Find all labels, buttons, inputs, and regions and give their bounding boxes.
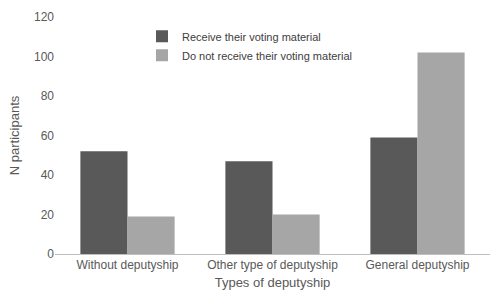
svg-text:N participants: N participants	[7, 95, 22, 175]
svg-text:80: 80	[41, 89, 55, 103]
svg-text:40: 40	[41, 168, 55, 182]
svg-text:Other type of deputyship: Other type of deputyship	[207, 258, 338, 272]
svg-text:100: 100	[34, 50, 54, 64]
svg-text:Types of deputyship: Types of deputyship	[215, 275, 331, 290]
svg-text:General deputyship: General deputyship	[365, 258, 469, 272]
svg-text:Do not receive their voting ma: Do not receive their voting material	[182, 50, 352, 62]
svg-text:Receive their voting material: Receive their voting material	[182, 31, 321, 43]
svg-text:Without deputyship: Without deputyship	[76, 258, 178, 272]
svg-text:120: 120	[34, 10, 54, 24]
svg-text:20: 20	[41, 208, 55, 222]
svg-text:60: 60	[41, 129, 55, 143]
svg-text:0: 0	[47, 247, 54, 261]
